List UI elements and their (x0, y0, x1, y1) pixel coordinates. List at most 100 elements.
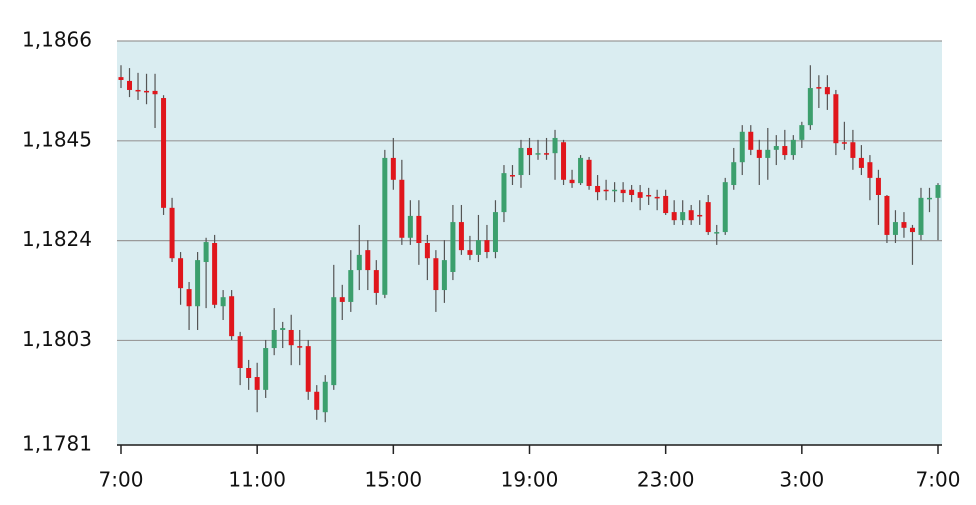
candle-body (322, 381, 328, 413)
candle-body (722, 182, 728, 233)
candle-body (475, 240, 481, 255)
candle-body (603, 189, 609, 192)
candle-body (671, 212, 677, 221)
candle-body (620, 189, 626, 194)
candle-body (935, 185, 941, 198)
candle-body (884, 195, 890, 235)
candle-body (509, 175, 515, 177)
candle-body (186, 289, 192, 307)
candle-body (382, 157, 388, 295)
candle-body (824, 87, 830, 95)
candle-body (595, 185, 601, 193)
x-tick-label: 11:00 (228, 468, 286, 492)
candle-body (169, 207, 175, 259)
candle-body (399, 179, 405, 238)
candle-body (254, 377, 260, 390)
candle-body (314, 391, 320, 410)
candle-body (203, 242, 209, 263)
candle-body (390, 157, 396, 180)
candle-body (773, 146, 779, 150)
candle-body (178, 258, 184, 289)
candle-body (680, 212, 686, 221)
candle-body (569, 179, 575, 184)
candle-body (858, 157, 864, 168)
x-tick-label: 19:00 (501, 468, 559, 492)
candle-body (161, 98, 167, 208)
candle-body (654, 196, 660, 199)
candle-body (416, 215, 422, 243)
candle-body (841, 142, 847, 144)
y-tick-label: 1,1866 (22, 28, 92, 52)
candle-body (501, 173, 507, 213)
candle-body (705, 202, 711, 233)
candle-body (926, 197, 932, 200)
candle-body (246, 368, 252, 378)
candle-body (799, 125, 805, 140)
candle-body (901, 222, 907, 228)
candle-body (237, 336, 243, 369)
y-tick-label: 1,1781 (22, 432, 92, 456)
candle-body (714, 232, 720, 234)
candle-body (697, 214, 703, 217)
candle-body (586, 159, 592, 186)
candle-body (756, 149, 762, 158)
candle-body (527, 147, 532, 156)
candle-body (348, 270, 354, 302)
candle-body (918, 197, 924, 235)
candle-body (909, 227, 915, 233)
candle-body (850, 142, 856, 158)
candle-body (305, 346, 311, 392)
candle-body (339, 297, 345, 302)
y-tick-label: 1,1845 (22, 127, 92, 151)
x-tick-label: 23:00 (637, 468, 695, 492)
candle-body (356, 254, 362, 271)
candle-body (867, 162, 873, 178)
candle-body (637, 192, 643, 198)
x-tick-label: 15:00 (365, 468, 423, 492)
candle-body (790, 139, 796, 156)
candle-body (492, 212, 498, 253)
candle-body (424, 243, 430, 259)
candle-body (833, 94, 839, 144)
candle-body (629, 189, 635, 195)
candle-body (578, 157, 584, 184)
candle-body (518, 147, 524, 176)
candle-body (646, 194, 652, 197)
candle-body (127, 80, 133, 90)
y-tick-label: 1,1824 (22, 227, 92, 251)
candle-body (229, 296, 235, 337)
candle-body (612, 189, 618, 192)
candle-body (407, 215, 413, 238)
candle-body (816, 87, 822, 89)
candle-body (144, 90, 150, 93)
candle-body (765, 149, 771, 158)
x-tick-label: 7:00 (99, 468, 144, 492)
candle-body (544, 153, 550, 155)
candle-body (135, 89, 141, 92)
candle-body (535, 153, 541, 155)
candle-body (118, 77, 124, 80)
candle-body (458, 222, 464, 251)
candle-body (561, 142, 567, 180)
candle-body (263, 348, 269, 390)
candle-body (450, 222, 456, 272)
candle-body (441, 260, 447, 291)
candle-body (731, 162, 737, 186)
candle-body (220, 297, 226, 307)
candle-body (739, 131, 745, 163)
x-tick-label: 7:00 (916, 468, 961, 492)
candle-body (373, 270, 379, 293)
y-tick-label: 1,1803 (22, 327, 92, 351)
candle-body (288, 329, 294, 346)
candle-body (484, 240, 490, 253)
candle-body (280, 328, 286, 330)
candle-body (212, 243, 218, 305)
candle-body (552, 137, 558, 154)
candle-body (892, 222, 898, 235)
candle-body (331, 297, 337, 386)
candle-body (271, 329, 277, 349)
candle-body (688, 210, 694, 221)
candle-body (807, 88, 813, 126)
